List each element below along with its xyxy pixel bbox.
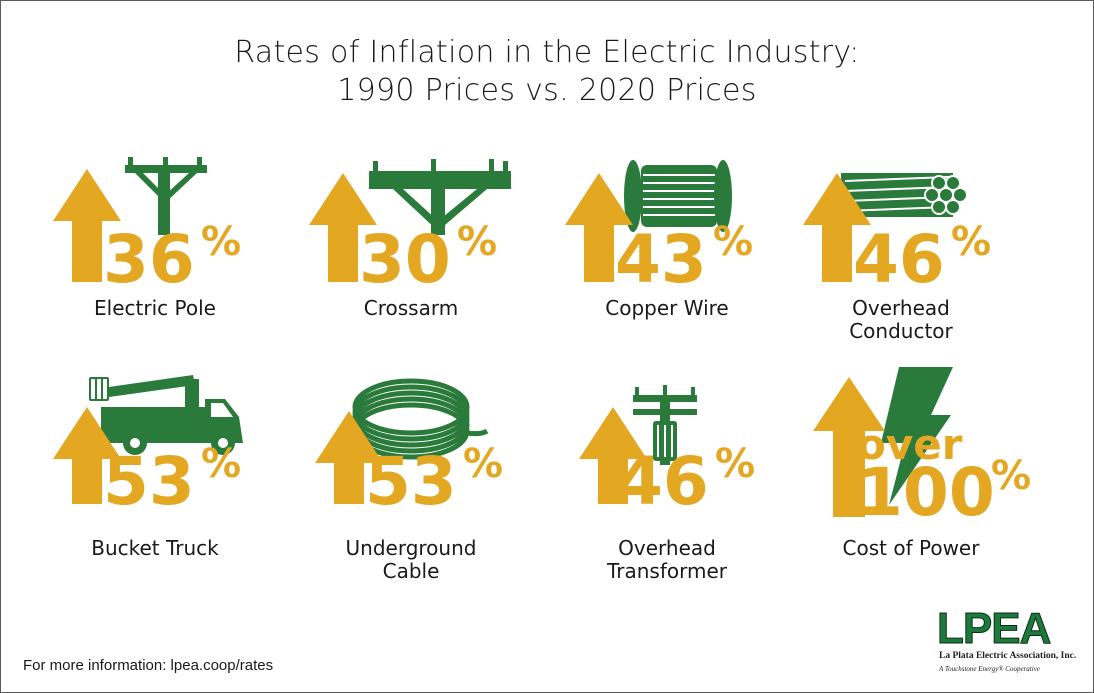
bucket-truck-icon — [89, 375, 243, 455]
lpea-logo: LPEA La Plata Electric Association, Inc.… — [935, 604, 1085, 685]
up-arrow-icon — [813, 377, 885, 517]
crossarm-icon — [369, 159, 511, 235]
percent-sign: % — [463, 441, 503, 487]
percent-value: 46 — [853, 221, 945, 298]
stat-label: Copper Wire — [605, 296, 729, 320]
stat-cost-of-power: over 100 % Cost of Power — [781, 363, 1041, 593]
percent-sign: % — [713, 219, 753, 265]
stat-label: Crossarm — [363, 296, 459, 320]
percent-sign: % — [991, 453, 1031, 499]
percent-value: 53 — [365, 443, 457, 520]
percent-sign: % — [951, 219, 991, 265]
logo-tagline: A Touchstone Energy® Cooperative — [939, 665, 1040, 673]
up-arrow-icon — [53, 407, 121, 504]
percent-value: 30 — [359, 221, 451, 298]
stat-overhead-transformer: 46 % Overhead Transformer — [537, 373, 797, 603]
up-arrow-icon — [315, 411, 383, 504]
up-arrow-icon — [53, 169, 121, 282]
page-title-line-2: 1990 Prices vs. 2020 Prices — [337, 73, 757, 108]
logo-company-name: La Plata Electric Association, Inc. — [939, 651, 1077, 661]
percent-sign: % — [457, 219, 497, 265]
up-arrow-icon — [565, 173, 633, 282]
stat-underground-cable: 53 % Underground Cable — [281, 373, 541, 603]
stat-electric-pole: 36 % Electric Pole — [25, 151, 285, 381]
stat-label: Cost of Power — [842, 536, 980, 560]
stat-copper-wire: 43 % Copper Wire — [537, 151, 797, 381]
prefix-text: over — [857, 420, 963, 469]
page-title-line-1: Rates of Inflation in the Electric Indus… — [234, 35, 860, 70]
utility-pole-icon — [125, 157, 207, 235]
up-arrow-icon — [579, 407, 647, 504]
footer-info: For more information: lpea.coop/rates — [23, 657, 274, 674]
stat-crossarm: 30 % Crossarm — [281, 151, 541, 381]
pole-transformer-icon — [633, 385, 697, 465]
up-arrow-icon — [309, 173, 377, 282]
wire-spool-icon — [624, 160, 732, 232]
stat-overhead-conductor: 46 % Overhead Conductor — [771, 151, 1031, 381]
percent-value: 46 — [617, 443, 709, 520]
stat-label: Electric Pole — [94, 296, 216, 320]
stat-label: Overhead Conductor — [849, 296, 953, 343]
percent-sign: % — [715, 441, 755, 487]
percent-value: 43 — [615, 221, 707, 298]
stat-label: Overhead Transformer — [606, 536, 727, 583]
percent-sign: % — [201, 441, 241, 487]
stat-label: Underground Cable — [345, 536, 477, 583]
logo-wordmark: LPEA — [936, 604, 1051, 653]
percent-sign: % — [201, 219, 241, 265]
percent-value: 100 — [857, 454, 995, 531]
stat-bucket-truck: 53 % Bucket Truck — [25, 373, 285, 603]
percent-value: 53 — [103, 443, 195, 520]
lightning-bolt-icon — [881, 367, 953, 505]
percent-value: 36 — [103, 221, 195, 298]
up-arrow-icon — [803, 173, 871, 282]
stat-label: Bucket Truck — [91, 536, 219, 560]
